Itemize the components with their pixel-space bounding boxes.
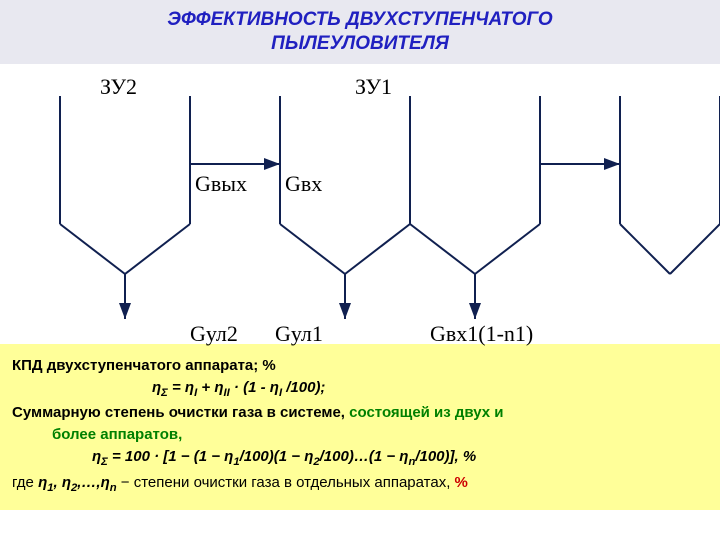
title-line-1: ЭФФЕКТИВНОСТЬ ДВУХСТУПЕНЧАТОГО (167, 9, 552, 30)
label-gvyh: Gвых (195, 171, 247, 197)
summary-line-2: более аппаратов, (12, 425, 708, 445)
formula-2: ηΣ = 100 · [1 − (1 − η1/100)(1 − η2/100)… (12, 447, 708, 470)
diagram-svg (0, 64, 720, 344)
where-line: где η1, η2,…,ηn − степени очистки газа в… (12, 473, 708, 496)
label-gvh: Gвх (285, 171, 322, 197)
label-gul2: Gул2 (190, 321, 238, 347)
slide-title: ЭФФЕКТИВНОСТЬ ДВУХСТУПЕНЧАТОГО ПЫЛЕУЛОВИ… (10, 8, 710, 56)
label-gul1: Gул1 (275, 321, 323, 347)
label-zu2: ЗУ2 (100, 74, 137, 100)
slide-header: ЭФФЕКТИВНОСТЬ ДВУХСТУПЕНЧАТОГО ПЫЛЕУЛОВИ… (0, 0, 720, 64)
kpd-line: КПД двухступенчатого аппарата; % (12, 356, 708, 376)
summary-line: Суммарную степень очистки газа в системе… (12, 403, 708, 423)
formula-1: ηΣ = ηI + ηII · (1 - ηI /100); (12, 378, 708, 401)
diagram: ЗУ2 ЗУ1 Gвых Gвх Gул2 Gул1 Gвх1(1-n1) (0, 64, 720, 344)
title-line-2: ПЫЛЕУЛОВИТЕЛЯ (271, 33, 449, 54)
label-zu1: ЗУ1 (355, 74, 392, 100)
formula-box: КПД двухступенчатого аппарата; % ηΣ = ηI… (0, 344, 720, 510)
label-gvh1: Gвх1(1-n1) (430, 321, 533, 347)
